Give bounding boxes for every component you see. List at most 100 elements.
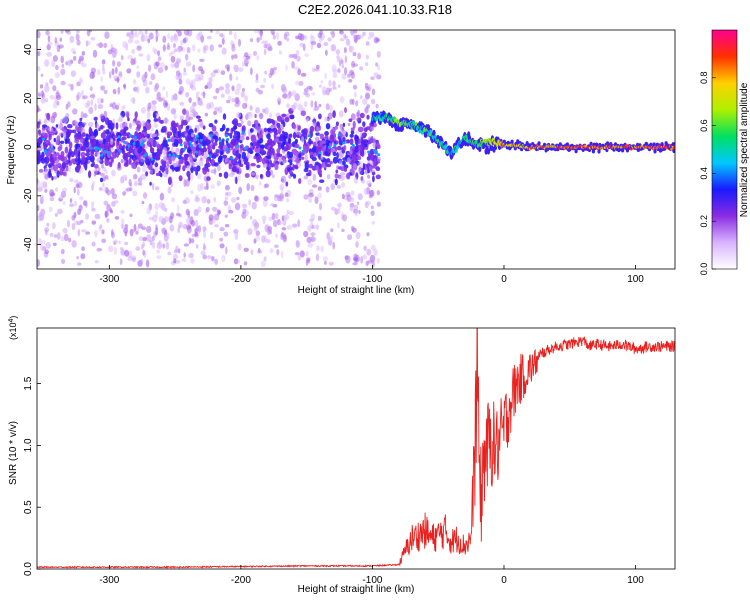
- noise-blob: [152, 47, 156, 53]
- noise-blob: [243, 247, 249, 252]
- noise-blob: [37, 65, 41, 72]
- noise-blob: [114, 149, 118, 153]
- noise-blob: [94, 213, 101, 220]
- noise-blob: [211, 125, 217, 132]
- noise-blob: [50, 115, 56, 124]
- noise-blob: [190, 258, 195, 264]
- noise-blob: [305, 250, 309, 257]
- noise-blob: [224, 192, 229, 196]
- noise-blob: [54, 168, 57, 174]
- noise-blob: [107, 122, 113, 130]
- noise-blob: [44, 173, 49, 180]
- noise-blob: [350, 225, 355, 232]
- noise-blob: [147, 38, 151, 44]
- noise-blob: [211, 256, 215, 262]
- noise-blob: [155, 112, 159, 119]
- noise-blob: [291, 61, 295, 69]
- noise-blob: [264, 183, 269, 188]
- noise-blob: [260, 84, 266, 89]
- noise-blob: [111, 231, 115, 239]
- noise-blob: [349, 69, 355, 76]
- noise-blob: [367, 36, 371, 40]
- noise-speckle: [373, 148, 376, 152]
- noise-blob: [128, 122, 132, 129]
- noise-blob: [64, 138, 68, 145]
- noise-blob: [339, 96, 345, 103]
- noise-blob: [161, 167, 165, 173]
- noise-blob: [92, 49, 98, 58]
- noise-blob: [273, 196, 279, 202]
- noise-blob: [94, 229, 98, 238]
- snr-frame: [36, 327, 676, 570]
- noise-blob: [303, 194, 309, 200]
- noise-blob: [243, 261, 248, 266]
- noise-blob: [335, 169, 339, 174]
- noise-blob: [107, 49, 113, 55]
- noise-blob: [158, 201, 164, 209]
- noise-blob: [362, 254, 368, 260]
- noise-blob: [204, 85, 208, 89]
- noise-blob: [341, 193, 345, 200]
- noise-blob: [310, 35, 316, 42]
- noise-blob: [158, 239, 162, 246]
- noise-blob: [55, 124, 59, 128]
- noise-blob: [342, 136, 346, 143]
- noise-blob: [170, 55, 176, 63]
- noise-blob: [45, 150, 52, 157]
- noise-blob: [261, 215, 267, 221]
- noise-blob: [116, 138, 121, 142]
- noise-blob: [317, 192, 323, 199]
- noise-blob: [162, 125, 167, 133]
- noise-blob: [366, 232, 370, 237]
- noise-blob: [332, 86, 337, 90]
- noise-blob: [330, 183, 336, 191]
- noise-blob: [173, 138, 179, 147]
- noise-speckle: [140, 143, 144, 147]
- noise-blob: [366, 180, 372, 187]
- noise-blob: [136, 71, 141, 78]
- noise-blob: [141, 74, 147, 83]
- noise-blob: [235, 151, 240, 158]
- noise-blob: [165, 241, 170, 250]
- noise-blob: [44, 156, 50, 164]
- noise-blob: [303, 101, 308, 108]
- noise-blob: [319, 30, 323, 35]
- signal-blob: [625, 144, 628, 147]
- noise-blob: [339, 30, 344, 35]
- noise-blob: [341, 160, 346, 166]
- noise-blob: [198, 31, 203, 37]
- noise-blob: [110, 188, 115, 195]
- noise-blob: [296, 158, 299, 166]
- noise-blob: [364, 62, 369, 67]
- noise-blob: [218, 155, 223, 163]
- noise-blob: [81, 51, 86, 56]
- noise-blob: [188, 137, 194, 142]
- noise-blob: [92, 93, 95, 100]
- noise-speckle: [117, 135, 121, 139]
- noise-blob: [304, 154, 308, 162]
- noise-blob: [225, 83, 230, 89]
- noise-blob: [131, 30, 134, 35]
- noise-blob: [192, 101, 197, 107]
- noise-blob: [336, 185, 341, 189]
- noise-blob: [103, 89, 108, 95]
- noise-blob: [115, 48, 118, 55]
- noise-blob: [110, 147, 114, 151]
- noise-blob: [41, 211, 45, 220]
- noise-blob: [196, 115, 201, 119]
- noise-blob: [289, 133, 293, 138]
- noise-blob: [112, 88, 117, 95]
- noise-blob: [280, 178, 284, 182]
- noise-blob: [135, 246, 141, 252]
- noise-blob: [164, 234, 169, 242]
- noise-blob: [200, 182, 204, 191]
- noise-blob: [152, 214, 158, 223]
- noise-blob: [276, 249, 280, 256]
- noise-blob: [318, 113, 322, 120]
- noise-blob: [130, 97, 136, 103]
- noise-blob: [146, 54, 151, 62]
- y-tick-label: 1.5: [23, 376, 34, 390]
- noise-blob: [267, 46, 273, 52]
- spectrogram-y-ticks: -40 -20 0 20 40: [23, 44, 41, 252]
- noise-blob: [46, 112, 51, 121]
